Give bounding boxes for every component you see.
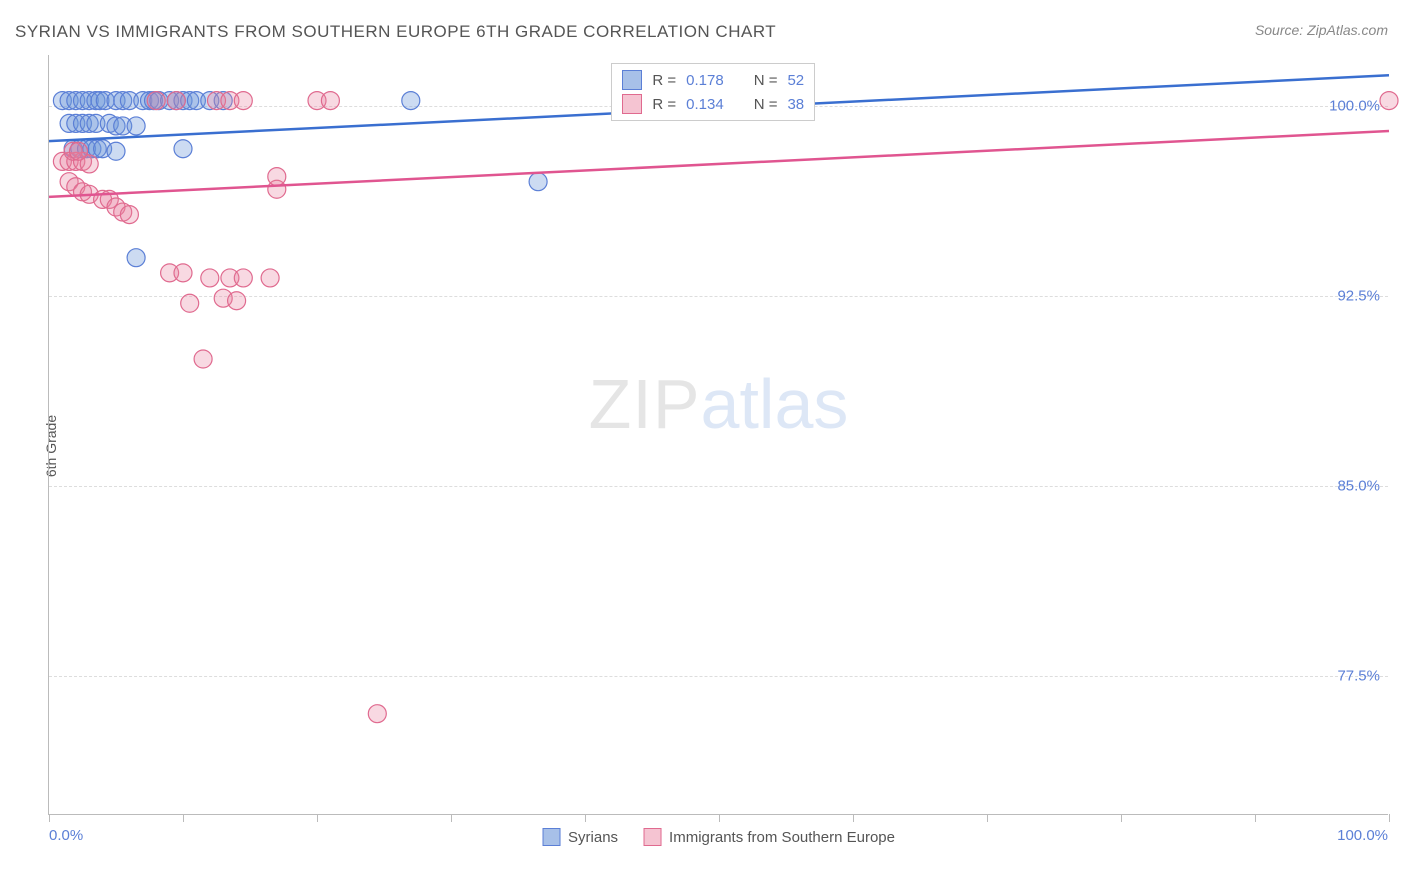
- stats-row-immigrants: R = 0.134 N = 38: [622, 92, 804, 116]
- scatter-point-syrians: [402, 92, 420, 110]
- x-tick-label-max: 100.0%: [1337, 827, 1388, 844]
- scatter-point-syrians: [174, 140, 192, 158]
- scatter-point-immigrants: [174, 264, 192, 282]
- legend-bottom: Syrians Immigrants from Southern Europe: [542, 828, 895, 846]
- swatch-immigrants: [622, 94, 642, 114]
- chart-title: SYRIAN VS IMMIGRANTS FROM SOUTHERN EUROP…: [15, 22, 776, 42]
- scatter-point-syrians: [127, 249, 145, 267]
- scatter-point-immigrants: [69, 142, 87, 160]
- scatter-point-syrians: [107, 142, 125, 160]
- scatter-point-immigrants: [368, 705, 386, 723]
- n-label: N =: [754, 96, 778, 113]
- scatter-point-immigrants: [268, 168, 286, 186]
- stats-legend-box: R = 0.178 N = 52 R = 0.134 N = 38: [611, 63, 815, 121]
- trend-line-immigrants: [49, 131, 1389, 197]
- source-attribution: Source: ZipAtlas.com: [1255, 22, 1388, 38]
- legend-label-immigrants: Immigrants from Southern Europe: [669, 829, 895, 846]
- legend-swatch-syrians: [542, 828, 560, 846]
- chart-container: SYRIAN VS IMMIGRANTS FROM SOUTHERN EUROP…: [0, 0, 1406, 892]
- x-tick-label-min: 0.0%: [49, 827, 83, 844]
- scatter-point-syrians: [529, 173, 547, 191]
- scatter-point-immigrants: [234, 269, 252, 287]
- legend-item-immigrants: Immigrants from Southern Europe: [643, 828, 895, 846]
- r-label: R =: [652, 96, 676, 113]
- legend-label-syrians: Syrians: [568, 829, 618, 846]
- scatter-point-immigrants: [1380, 92, 1398, 110]
- scatter-point-immigrants: [181, 294, 199, 312]
- stats-row-syrians: R = 0.178 N = 52: [622, 68, 804, 92]
- n-value-syrians: 52: [787, 72, 804, 89]
- r-value-immigrants: 0.134: [686, 96, 724, 113]
- scatter-point-immigrants: [321, 92, 339, 110]
- n-value-immigrants: 38: [787, 96, 804, 113]
- legend-swatch-immigrants: [643, 828, 661, 846]
- scatter-point-immigrants: [167, 92, 185, 110]
- chart-svg: [49, 55, 1388, 814]
- legend-item-syrians: Syrians: [542, 828, 618, 846]
- scatter-point-immigrants: [234, 92, 252, 110]
- scatter-point-immigrants: [261, 269, 279, 287]
- swatch-syrians: [622, 70, 642, 90]
- scatter-point-immigrants: [120, 206, 138, 224]
- scatter-point-syrians: [127, 117, 145, 135]
- r-label: R =: [652, 72, 676, 89]
- plot-area: ZIPatlas 77.5%85.0%92.5%100.0% R = 0.178…: [48, 55, 1388, 815]
- scatter-point-immigrants: [228, 292, 246, 310]
- scatter-point-immigrants: [194, 350, 212, 368]
- scatter-point-immigrants: [147, 92, 165, 110]
- r-value-syrians: 0.178: [686, 72, 724, 89]
- scatter-point-immigrants: [201, 269, 219, 287]
- n-label: N =: [754, 72, 778, 89]
